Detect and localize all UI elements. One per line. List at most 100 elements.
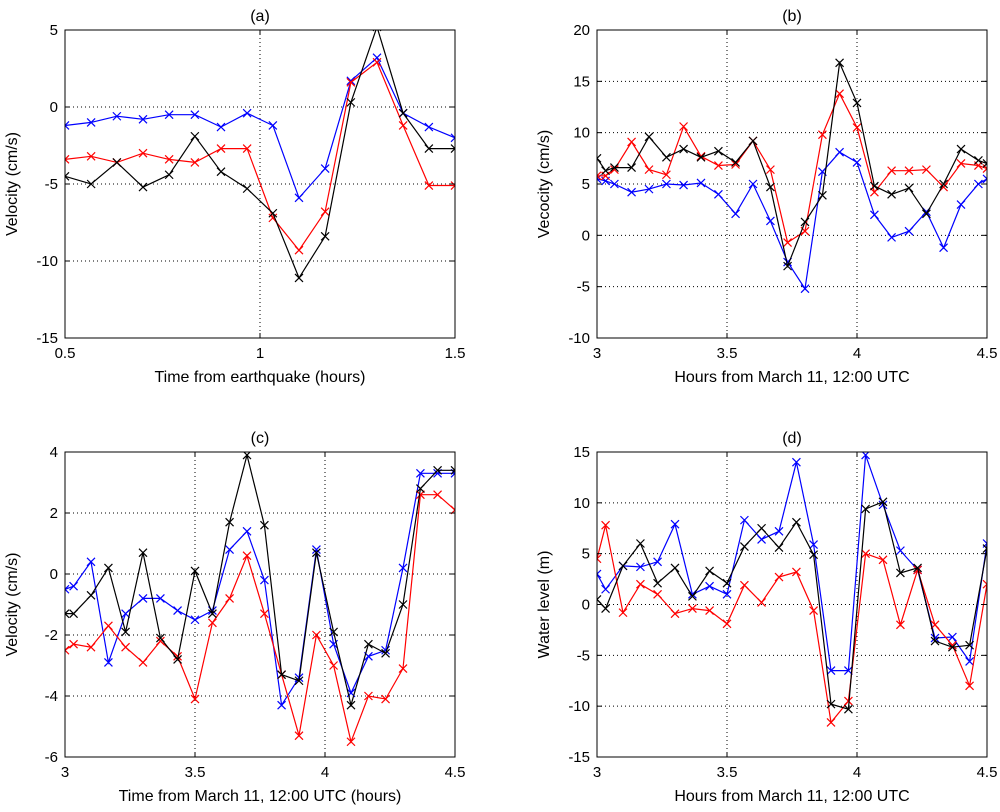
data-point-black (878, 497, 888, 507)
data-point-blue (809, 540, 819, 549)
data-point-blue (973, 179, 983, 189)
y-axis-label: Vecocity (cm/s) (536, 130, 553, 238)
y-tick-label: -5 (577, 647, 590, 664)
data-point-black (381, 648, 391, 658)
data-point-blue (173, 606, 183, 616)
data-point-red (372, 57, 382, 67)
data-point-blue (635, 562, 645, 572)
x-tick-label: 1.5 (445, 345, 466, 362)
data-point-red (609, 165, 619, 175)
data-point-blue (670, 519, 680, 529)
y-tick-label: 5 (582, 546, 590, 563)
x-tick-label: 3 (61, 764, 69, 781)
data-point-black (112, 158, 122, 167)
panel-title: (c) (251, 430, 270, 447)
data-point-black (670, 563, 680, 573)
data-point-black (982, 159, 987, 168)
data-point-black (173, 654, 183, 664)
data-point-black (190, 566, 200, 576)
x-tick-label: 4 (853, 764, 861, 781)
plot-area (597, 30, 987, 338)
y-tick-label: -2 (45, 627, 58, 644)
data-point-blue (242, 526, 252, 536)
data-point-red (155, 636, 165, 646)
y-tick-label: 10 (573, 125, 590, 142)
data-point-red (774, 572, 784, 582)
data-point-black (861, 504, 871, 514)
data-point-blue (774, 526, 784, 536)
data-point-red (783, 238, 793, 247)
data-point-black (895, 568, 905, 578)
data-point-black (242, 184, 252, 194)
data-point-black (424, 144, 434, 154)
data-point-red (424, 181, 434, 190)
data-point-blue (268, 121, 278, 130)
data-point-red (653, 589, 663, 599)
y-tick-label: 5 (582, 176, 590, 193)
data-point-blue (887, 232, 897, 242)
data-point-black (731, 158, 741, 167)
data-point-blue (765, 216, 775, 226)
data-point-red (791, 567, 801, 577)
data-point-blue (65, 121, 70, 130)
data-point-red (103, 621, 113, 631)
data-point-red (956, 159, 966, 168)
data-point-black (965, 640, 975, 650)
data-point-blue (346, 76, 356, 86)
panel-b: 3 3.5 4 4.5 -10 -5 0 5 10 15 20 (b) Hours from March… (536, 8, 997, 386)
data-point-black (65, 171, 70, 181)
data-point-blue (748, 179, 758, 189)
data-point-black (65, 609, 70, 619)
data-point-black (748, 136, 758, 146)
data-point-black (164, 170, 174, 180)
data-point-blue (259, 575, 269, 585)
data-point-black (277, 670, 287, 680)
data-point-red (346, 77, 356, 87)
data-point-blue (878, 500, 888, 510)
data-layer (65, 30, 455, 283)
data-point-red (450, 181, 455, 190)
data-point-blue (627, 187, 637, 197)
data-point-blue (190, 110, 200, 120)
data-point-black (618, 561, 628, 571)
y-axis-label: Velocity (cm/s) (4, 132, 21, 236)
y-tick-label: 0 (582, 597, 590, 614)
data-point-red (826, 718, 836, 727)
data-point-red (597, 171, 602, 181)
data-point-black (627, 163, 637, 172)
data-point-black (225, 517, 235, 527)
y-tick-label: -15 (568, 749, 590, 766)
data-point-blue (791, 457, 801, 467)
data-point-blue (398, 563, 408, 573)
data-point-black (103, 563, 113, 573)
data-point-black (268, 208, 278, 218)
data-point-red (627, 137, 637, 147)
data-point-blue (424, 122, 434, 132)
data-point-blue (713, 189, 723, 199)
data-point-blue (895, 546, 905, 556)
y-tick-label: -5 (577, 279, 590, 296)
data-point-black (930, 636, 940, 646)
data-point-red (722, 619, 732, 629)
data-point-red (861, 549, 871, 559)
y-tick-label: 4 (50, 444, 58, 461)
data-point-blue (705, 581, 715, 591)
series-line-black (65, 454, 455, 708)
data-point-black (852, 98, 862, 108)
data-point-red (164, 154, 174, 164)
data-point-blue (601, 584, 611, 594)
data-point-black (783, 261, 793, 271)
data-point-red (242, 551, 252, 561)
data-point-blue (138, 114, 148, 124)
data-point-black (653, 578, 663, 588)
y-tick-label: 15 (573, 73, 590, 90)
data-point-black (597, 594, 602, 604)
data-point-blue (277, 700, 287, 710)
data-point-red (65, 645, 70, 655)
data-point-black (190, 131, 200, 141)
data-point-red (921, 165, 931, 175)
x-tick-label: 4.5 (977, 764, 998, 781)
data-point-blue (644, 184, 654, 194)
data-point-red (835, 89, 845, 99)
data-point-red (765, 165, 775, 175)
